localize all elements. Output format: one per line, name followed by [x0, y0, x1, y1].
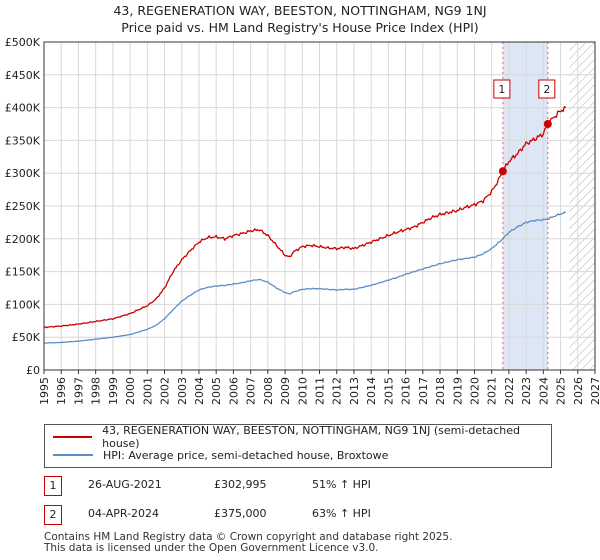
x-tick-label: 2022 [503, 377, 516, 405]
transaction-hpi-change: 63% ↑ HPI [312, 507, 371, 520]
y-tick-label: £50K [12, 331, 41, 344]
transaction-date: 26-AUG-2021 [88, 478, 162, 491]
y-tick-label: £200K [5, 233, 41, 246]
y-tick-label: £350K [5, 134, 41, 147]
x-tick-label: 2008 [262, 377, 275, 405]
x-tick-label: 1997 [72, 377, 85, 405]
x-tick-label: 2010 [296, 377, 309, 405]
legend-item-hpi: HPI: Average price, semi-detached house,… [45, 446, 388, 464]
y-tick-label: £0 [26, 364, 40, 377]
legend-item-property: 43, REGENERATION WAY, BEESTON, NOTTINGHA… [45, 424, 551, 450]
x-tick-label: 1995 [38, 377, 51, 405]
transaction-hpi-change: 51% ↑ HPI [312, 478, 371, 491]
attribution: Contains HM Land Registry data © Crown c… [44, 532, 452, 554]
chart-legend: 43, REGENERATION WAY, BEESTON, NOTTINGHA… [44, 424, 552, 468]
y-tick-label: £100K [5, 298, 41, 311]
x-tick-label: 1996 [55, 377, 68, 405]
y-tick-label: £450K [5, 69, 41, 82]
transaction-date: 04-APR-2024 [88, 507, 160, 520]
transaction-badge: 1 [44, 476, 62, 496]
x-tick-label: 1998 [90, 377, 103, 405]
x-tick-label: 2014 [365, 377, 378, 405]
x-tick-label: 1999 [107, 377, 120, 405]
x-tick-label: 2001 [141, 377, 154, 405]
sale-point [543, 120, 552, 128]
x-tick-label: 2005 [210, 377, 223, 405]
chart-title-line1: 43, REGENERATION WAY, BEESTON, NOTTINGHA… [113, 3, 487, 18]
x-tick-label: 2012 [331, 377, 344, 405]
x-tick-label: 2016 [400, 377, 413, 405]
y-tick-label: £300K [5, 167, 41, 180]
x-tick-label: 2020 [468, 377, 481, 405]
x-tick-label: 2000 [124, 377, 137, 405]
x-tick-label: 2026 [572, 377, 585, 405]
x-tick-label: 2011 [314, 377, 327, 405]
y-tick-label: £400K [5, 102, 41, 115]
y-tick-label: £150K [5, 266, 41, 279]
sale-marker-box [493, 79, 511, 99]
x-tick-label: 2009 [279, 377, 292, 405]
legend-swatch-property [53, 436, 93, 438]
y-tick-label: £500K [5, 36, 41, 49]
x-tick-label: 2006 [227, 377, 240, 405]
x-tick-label: 2003 [176, 377, 189, 405]
series-line-property [43, 106, 567, 329]
y-tick-label: £250K [5, 200, 41, 213]
legend-label-hpi: HPI: Average price, semi-detached house,… [103, 448, 389, 462]
x-tick-label: 2024 [537, 377, 550, 405]
transaction-price: £375,000 [214, 507, 267, 520]
chart-title-line2: Price paid vs. HM Land Registry's House … [121, 20, 479, 35]
x-tick-label: 2025 [555, 377, 568, 405]
sale-marker-label: 2 [543, 83, 550, 96]
sale-point [498, 167, 507, 176]
transaction-badge: 2 [44, 505, 62, 525]
sale-marker-label: 1 [498, 83, 505, 96]
x-tick-label: 2007 [245, 377, 258, 405]
series-line-hpi [43, 211, 566, 344]
x-tick-label: 2013 [348, 377, 361, 405]
x-tick-label: 2021 [486, 377, 499, 405]
legend-swatch-hpi [53, 454, 93, 456]
x-tick-label: 2004 [193, 377, 206, 405]
attribution-line2: This data is licensed under the Open Gov… [44, 542, 379, 554]
transaction-price: £302,995 [214, 478, 267, 491]
x-tick-label: 2015 [382, 377, 395, 405]
x-tick-label: 2023 [520, 377, 533, 405]
attribution-line1: Contains HM Land Registry data © Crown c… [44, 531, 453, 543]
plot-border [43, 41, 596, 371]
x-tick-label: 2018 [434, 377, 447, 405]
x-tick-label: 2019 [451, 377, 464, 405]
legend-label-property: 43, REGENERATION WAY, BEESTON, NOTTINGHA… [102, 424, 520, 450]
sale-marker-box [538, 79, 556, 99]
price-chart: £0 £50K £100K £150K £200K £250K £300K £350K £400… [5, 36, 600, 405]
x-tick-label: 2017 [417, 377, 430, 405]
x-tick-label: 2002 [159, 377, 172, 405]
x-tick-label: 2027 [589, 377, 600, 405]
